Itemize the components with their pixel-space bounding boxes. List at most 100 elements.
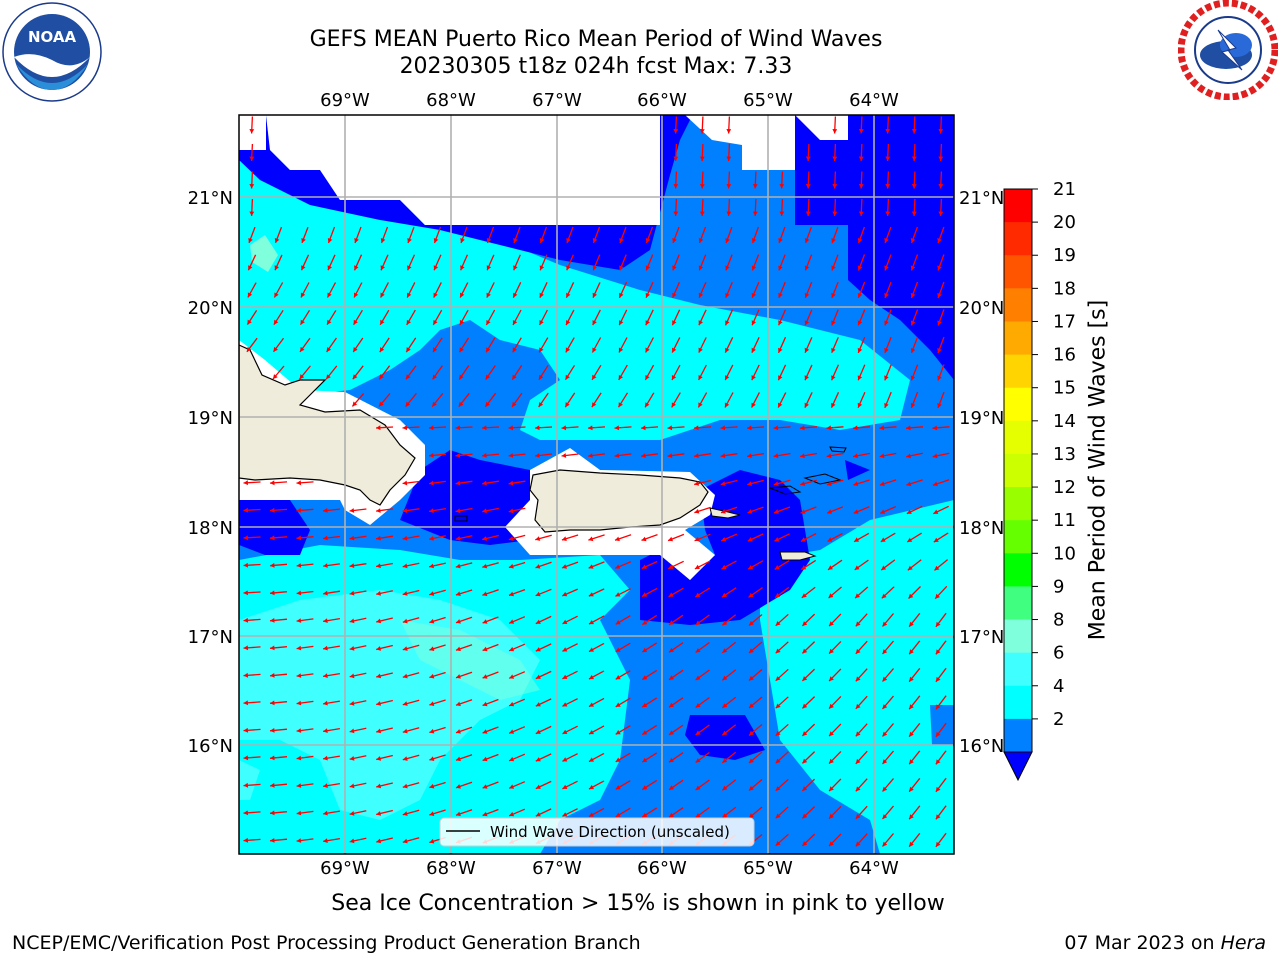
wave-direction-arrowhead	[323, 838, 328, 843]
wave-direction-arrowhead	[749, 620, 754, 626]
lat-label-left: 18°N	[188, 518, 233, 539]
wave-direction-arrowhead	[535, 425, 540, 431]
wave-direction-arrowhead	[327, 238, 333, 243]
colorbar-tick-label: 2	[1053, 709, 1064, 730]
wave-direction-arrowhead	[592, 347, 597, 353]
map-frame	[238, 114, 955, 855]
wave-direction-arrowhead	[535, 564, 541, 569]
wave-direction-arrowhead	[829, 621, 834, 627]
wave-direction-arrowhead	[642, 730, 648, 735]
wave-direction-arrowhead	[323, 535, 328, 541]
colorbar-tick-label: 14	[1053, 411, 1076, 432]
wave-direction-arrowhead	[725, 292, 730, 298]
wave-direction-arrowhead	[884, 402, 889, 408]
wave-direction-arrowhead	[937, 375, 942, 381]
wave-direction-arrowhead	[561, 536, 567, 541]
wave-direction-arrowhead	[909, 786, 914, 792]
wave-direction-arrowhead	[935, 759, 941, 765]
wave-direction-arrowhead	[270, 507, 275, 513]
wave-direction-arrowhead	[884, 375, 889, 381]
wave-direction-arrowhead	[800, 453, 805, 459]
lat-label-left: 21°N	[188, 188, 233, 209]
wave-direction-arrowhead	[725, 238, 730, 243]
wave-direction-arrowhead	[802, 758, 808, 764]
wave-direction-arrowhead	[296, 645, 302, 651]
wave-direction-arrowhead	[938, 129, 944, 134]
wave-direction-arrowhead	[273, 374, 278, 379]
lon-label-top: 65°W	[743, 90, 793, 111]
wave-direction-arrowhead	[458, 401, 464, 407]
wave-direction-arrowhead	[615, 564, 621, 569]
wave-direction-arrowhead	[826, 481, 832, 486]
chart-subtitle: 20230305 t18z 024h fcst Max: 7.33	[399, 54, 793, 79]
wave-direction-arrowhead	[376, 646, 382, 651]
wave-direction-arrowhead	[669, 647, 674, 653]
lon-label-bottom: 69°W	[320, 858, 370, 879]
wave-direction-arrowhead	[804, 292, 810, 298]
wave-direction-arrowhead	[855, 648, 861, 654]
wave-direction-arrowhead	[509, 674, 515, 679]
wave-direction-arrowhead	[747, 537, 753, 542]
wave-direction-arrowhead	[615, 757, 621, 762]
wave-direction-arrowhead	[909, 731, 914, 737]
wave-direction-arrowhead	[673, 211, 679, 216]
wave-direction-arrowhead	[911, 156, 917, 161]
wave-direction-arrowhead	[778, 265, 783, 271]
wave-direction-arrowhead	[909, 676, 914, 682]
wave-direction-arrowhead	[486, 265, 492, 271]
wave-direction-arrowhead	[854, 537, 860, 542]
wave-direction-arrowhead	[300, 346, 305, 352]
wave-direction-arrowhead	[248, 238, 253, 243]
wave-direction-arrowhead	[482, 784, 488, 789]
wave-direction-arrowhead	[832, 129, 838, 134]
wave-direction-arrowhead	[884, 265, 889, 271]
mona-outline	[454, 515, 468, 522]
wave-direction-arrowhead	[879, 481, 885, 486]
wave-direction-arrowhead	[429, 728, 435, 734]
map-legend: Wind Wave Direction (unscaled)	[439, 817, 755, 847]
wave-direction-arrowhead	[748, 592, 754, 598]
wave-direction-arrowhead	[831, 320, 836, 326]
mid-patch-se	[930, 705, 954, 745]
wave-direction-arrowhead	[376, 508, 381, 513]
wave-direction-arrowhead	[512, 374, 517, 380]
wave-direction-arrowhead	[911, 184, 917, 189]
wave-direction-arrowhead	[455, 508, 461, 514]
wave-direction-arrowhead	[354, 292, 359, 298]
wave-direction-arrowhead	[376, 811, 382, 816]
wave-direction-arrowhead	[880, 537, 886, 542]
wave-direction-arrowhead	[432, 347, 438, 353]
wave-direction-arrowhead	[694, 481, 700, 486]
wave-direction-arrowhead	[243, 782, 249, 788]
wave-direction-arrowhead	[853, 453, 858, 459]
wave-direction-arrowhead	[460, 265, 465, 271]
wave-direction-arrowhead	[881, 565, 887, 571]
wave-direction-arrowhead	[592, 292, 597, 298]
wave-direction-arrowhead	[801, 565, 807, 570]
wave-direction-arrowhead	[509, 756, 515, 762]
wave-direction-arrowhead	[296, 673, 302, 678]
wave-direction-arrowhead	[246, 346, 252, 352]
st-croix-land	[779, 551, 817, 561]
wave-direction-arrowhead	[380, 238, 386, 243]
wave-direction-arrowhead	[402, 673, 408, 679]
wave-direction-arrowhead	[695, 785, 701, 790]
colorbar-tick-label: 19	[1053, 245, 1076, 266]
colorbar-tick-label: 17	[1053, 311, 1076, 332]
wave-direction-arrowhead	[512, 320, 518, 325]
wave-direction-arrowhead	[402, 838, 408, 844]
wave-direction-arrowhead	[243, 535, 248, 541]
wave-direction-arrowhead	[751, 375, 756, 381]
wave-direction-arrowhead	[802, 813, 808, 819]
wave-direction-arrowhead	[853, 509, 859, 514]
wave-direction-arrowhead	[349, 590, 355, 596]
wave-direction-arrowhead	[323, 645, 328, 651]
wave-direction-arrowhead	[539, 347, 544, 353]
wave-direction-arrowhead	[775, 731, 781, 736]
wave-direction-arrowhead	[882, 814, 888, 819]
wave-direction-arrowhead	[938, 184, 944, 189]
wave-direction-arrowhead	[376, 425, 381, 431]
wave-direction-arrowhead	[829, 813, 834, 819]
wave-direction-arrowhead	[938, 156, 944, 161]
wave-direction-arrowhead	[829, 648, 834, 654]
